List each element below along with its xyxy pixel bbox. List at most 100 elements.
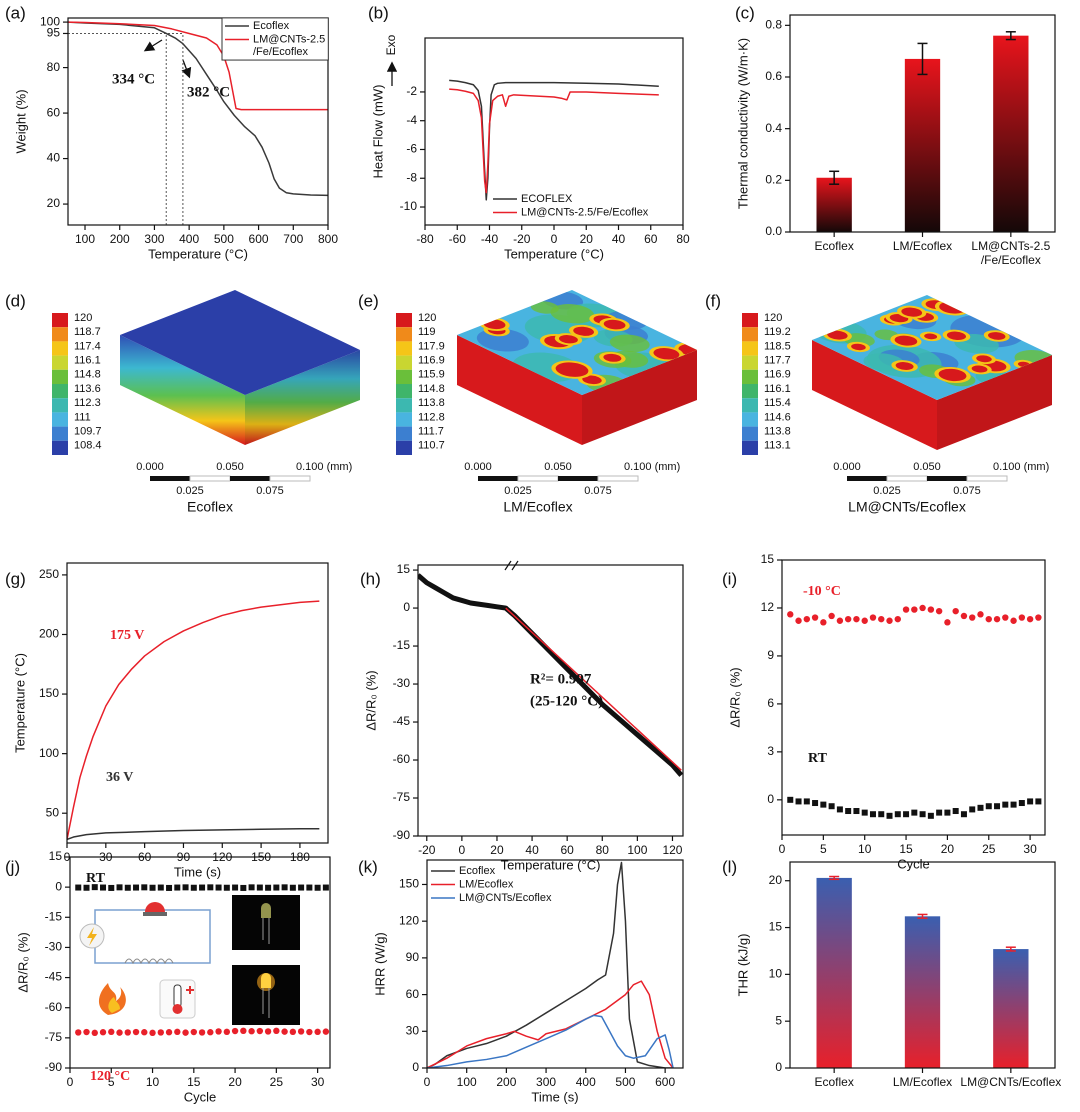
series-label: 36 V (106, 770, 133, 785)
point (960, 612, 968, 620)
point (314, 884, 321, 891)
colorbar-label: 118.7 (74, 326, 101, 338)
point (952, 808, 959, 815)
y-tick-label: 3 (767, 744, 774, 758)
x-tick-label: 60 (560, 843, 574, 857)
x-tick-label: LM@CNTs-2.5/Fe/Ecoflex (971, 239, 1050, 267)
colorbar-cell (52, 327, 68, 342)
x-tick-label: 80 (596, 843, 610, 857)
panel: 120 118.7 117.4 116.1 114.8 113.6 112.3 111 109.… (52, 290, 360, 515)
y-tick-label: 90 (406, 950, 420, 964)
x-tick-label: 20 (580, 232, 594, 246)
y-tick-label: 95 (47, 26, 61, 40)
point (207, 1029, 214, 1036)
y-tick-label: 0.6 (765, 69, 782, 83)
series-label: 120 °C (90, 1069, 130, 1084)
x-axis-label: Temperature (°C) (148, 246, 248, 261)
colorbar-cell (742, 369, 758, 384)
x-tick-label: 40 (612, 232, 626, 246)
y-tick-label: 15 (761, 552, 775, 566)
point (149, 884, 156, 891)
legend-label: LM/Ecoflex (459, 878, 514, 890)
colorbar-label: 112.8 (418, 411, 445, 423)
colorbar-label: 120 (74, 312, 92, 324)
x-tick-label: 100 (75, 232, 95, 246)
x-axis-label: Cycle (184, 1089, 217, 1104)
point (803, 615, 811, 623)
colorbar-label: 110.7 (418, 440, 445, 452)
x-tick-label: -20 (513, 232, 531, 246)
point (853, 808, 860, 815)
point (248, 1028, 255, 1035)
panel-label: (h) (360, 569, 381, 588)
point (969, 614, 976, 621)
colorbar-cell (52, 440, 68, 455)
point (157, 884, 164, 891)
point (977, 611, 984, 618)
scale-bar (927, 476, 967, 481)
block-top (812, 295, 1052, 400)
x-tick-label: 20 (490, 843, 504, 857)
colorbar-label: 116.9 (418, 355, 445, 367)
point (795, 798, 802, 805)
point (83, 1028, 90, 1036)
panel-label: (a) (5, 3, 26, 22)
point (1018, 614, 1026, 621)
series-line (68, 21, 328, 111)
plot-frame (789, 861, 1056, 1069)
y-axis-label: Weight (%) (13, 89, 28, 153)
point (869, 811, 876, 818)
x-tick-label: LM/Ecoflex (893, 1075, 952, 1089)
x-tick-label: 800 (318, 232, 338, 246)
panel-label: (g) (5, 569, 26, 588)
y-tick-label: 250 (39, 567, 59, 581)
point (141, 1029, 148, 1036)
pattern-spot (988, 332, 1006, 340)
y-tick-label: 40 (47, 151, 61, 165)
colorbar-cell (52, 426, 68, 441)
pattern-spot (573, 326, 594, 336)
colorbar-cell (742, 384, 758, 399)
panel: 0 3 6 9 12 15 0 5 10 15 20 25 30 Cycle ΔR/R₀ (%) -10 °C… (727, 552, 1046, 871)
legend-label: LM@CNTs-2.5/Fe/Ecoflex (521, 206, 649, 218)
y-tick-label: 100 (39, 746, 59, 760)
point (803, 798, 810, 805)
point (787, 796, 794, 803)
point (1018, 800, 1025, 807)
point (75, 1029, 82, 1036)
y-tick-label: 0.0 (765, 224, 782, 238)
colorbar-cell (396, 369, 412, 384)
colorbar-label: 108.4 (74, 440, 102, 452)
point (132, 1028, 140, 1036)
colorbar-label: 113.8 (418, 397, 445, 409)
scale-bar (189, 475, 231, 482)
plot-frame (67, 17, 329, 226)
x-tick-label: 500 (615, 1075, 635, 1089)
point (248, 884, 255, 891)
legend-label: ECOFLEX (521, 193, 573, 205)
x-tick-label: 300 (144, 232, 164, 246)
x-tick-label: 25 (982, 842, 996, 856)
scale-bar (886, 475, 928, 482)
scale-bar (966, 475, 1008, 482)
plot-frame (789, 14, 1056, 233)
x-tick-label: 200 (496, 1075, 516, 1089)
x-tick-label: -20 (418, 843, 436, 857)
colorbar-cell (396, 313, 412, 328)
point (828, 803, 835, 810)
pattern-spot (938, 368, 967, 382)
point (969, 806, 976, 813)
y-tick-label: 6 (767, 696, 774, 710)
y-tick-label: 20 (47, 196, 61, 210)
point (985, 615, 992, 623)
pattern-spot (946, 331, 967, 341)
point (190, 884, 197, 891)
inset-circuit (79, 895, 300, 1025)
scale-label: 0.025 (504, 485, 532, 497)
plot-frame (66, 562, 329, 844)
pattern-spot (582, 375, 602, 385)
x-axis-label: Temperature (°C) (501, 857, 601, 872)
pattern-spot (894, 335, 918, 346)
colorbar-label: 114.8 (418, 383, 445, 395)
point (165, 1029, 173, 1036)
